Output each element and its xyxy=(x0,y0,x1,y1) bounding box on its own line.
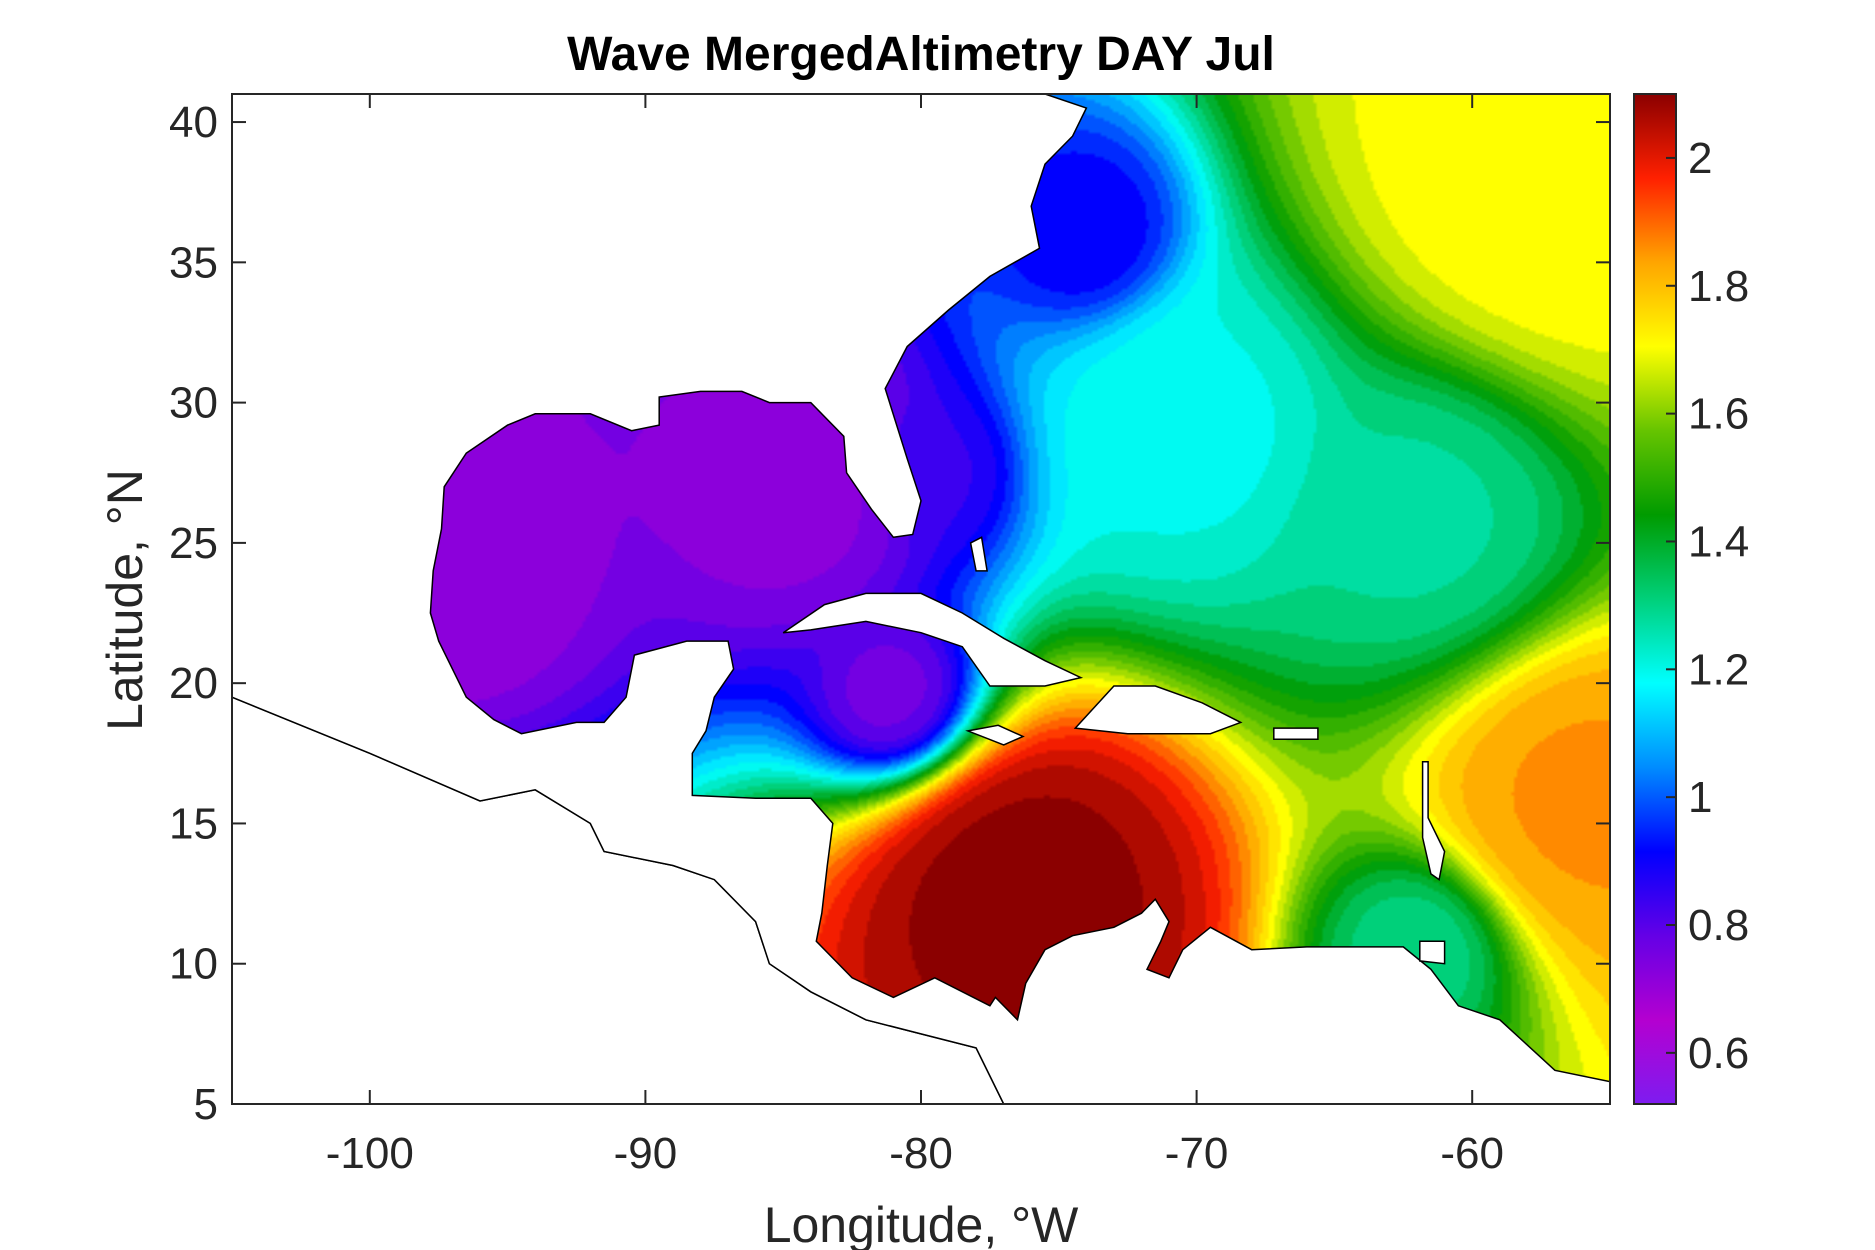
y-tick-label: 20 xyxy=(169,659,218,708)
chart-title: Wave MergedAltimetry DAY Jul xyxy=(567,28,1275,81)
x-tick-label: -60 xyxy=(1440,1129,1504,1178)
y-tick-label: 10 xyxy=(169,940,218,989)
y-tick-label: 15 xyxy=(169,799,218,848)
colorbar-tick-label: 1 xyxy=(1688,773,1712,822)
us-mexico-land xyxy=(232,94,1610,1104)
x-tick-label: -90 xyxy=(614,1129,678,1178)
y-tick-label: 35 xyxy=(169,238,218,287)
andros xyxy=(969,536,988,572)
y-axis-ticks: 5 10 15 20 25 30 35 40 xyxy=(169,98,1610,1129)
y-axis-label: Latitude, °N xyxy=(97,469,153,731)
colorbar-tick-label: 1.4 xyxy=(1688,517,1749,566)
y-tick-label: 30 xyxy=(169,379,218,428)
colorbar-ticks: 0.6 0.8 1 1.2 1.4 1.6 1.8 2 xyxy=(1666,134,1749,1078)
colorbar-tick-label: 0.8 xyxy=(1688,901,1749,950)
x-axis-label: Longitude, °W xyxy=(764,1197,1079,1250)
hispaniola xyxy=(1073,685,1243,735)
colorbar-tick-label: 1.8 xyxy=(1688,262,1749,311)
lesser-antilles xyxy=(1421,760,1446,881)
y-tick-label: 5 xyxy=(194,1080,218,1129)
x-tick-label: -100 xyxy=(326,1129,414,1178)
plot-area xyxy=(231,93,1611,1105)
x-axis-ticks: -100 -90 -80 -70 -60 xyxy=(326,94,1504,1178)
colorbar-tick-label: 1.2 xyxy=(1688,645,1749,694)
colorbar-tick-label: 1.6 xyxy=(1688,390,1749,439)
jamaica xyxy=(965,724,1025,746)
trinidad xyxy=(1419,940,1446,965)
x-tick-label: -70 xyxy=(1165,1129,1229,1178)
y-tick-label: 40 xyxy=(169,98,218,147)
cuba xyxy=(782,592,1084,687)
colorbar-gradient xyxy=(1633,93,1677,1105)
x-tick-label: -80 xyxy=(889,1129,953,1178)
colorbar-tick-label: 0.6 xyxy=(1688,1029,1749,1078)
puerto-rico xyxy=(1273,727,1319,741)
colorbar-tick-label: 2 xyxy=(1688,134,1712,183)
colorbar: 0.6 0.8 1 1.2 1.4 1.6 1.8 2 xyxy=(1633,93,1749,1105)
land-masses xyxy=(232,94,1610,1104)
y-tick-label: 25 xyxy=(169,519,218,568)
